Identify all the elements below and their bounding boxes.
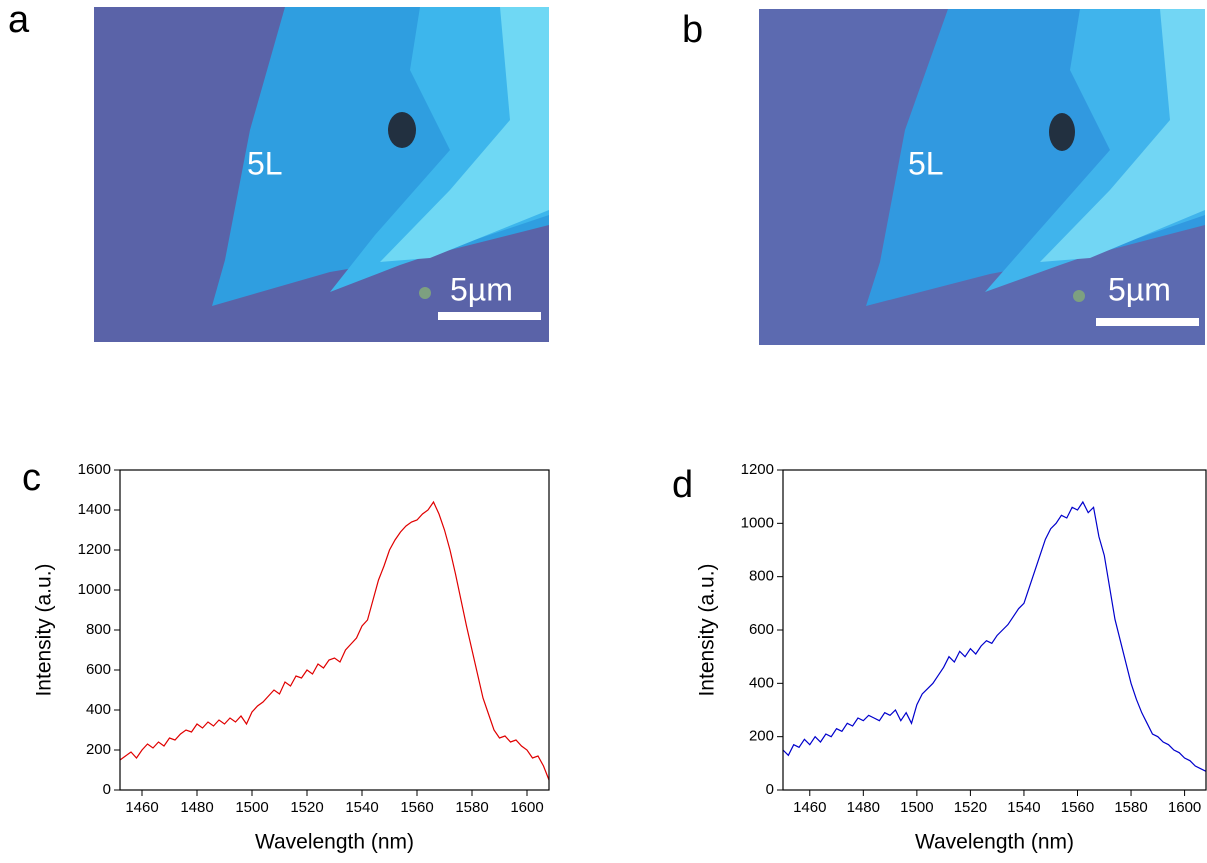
x-tick-label: 1500 xyxy=(235,799,268,816)
y-tick-label: 600 xyxy=(86,661,111,678)
x-axis-label: Wavelength (nm) xyxy=(255,831,414,854)
y-tick-label: 200 xyxy=(86,741,111,758)
y-tick-label: 0 xyxy=(766,781,774,798)
particle xyxy=(1049,113,1075,151)
panel-label: b xyxy=(682,9,703,51)
flake-thicker xyxy=(380,7,549,262)
x-axis-label: Wavelength (nm) xyxy=(915,831,1074,854)
spectrum-line xyxy=(782,500,1207,772)
x-tick-label: 1520 xyxy=(954,799,987,816)
y-tick-label: 400 xyxy=(749,674,774,691)
y-tick-label: 1200 xyxy=(78,541,111,558)
y-tick-label: 1200 xyxy=(741,461,774,478)
x-tick-label: 1540 xyxy=(345,799,378,816)
y-tick-label: 1400 xyxy=(78,501,111,518)
panel-label: a xyxy=(8,0,30,41)
x-tick-label: 1600 xyxy=(510,799,543,816)
y-tick-label: 400 xyxy=(86,701,111,718)
x-tick-label: 1600 xyxy=(1168,799,1201,816)
scale-bar-label: 5µm xyxy=(1108,271,1171,307)
spectrum-line xyxy=(119,500,550,781)
panel-label: d xyxy=(672,464,693,506)
y-tick-label: 800 xyxy=(86,621,111,638)
x-tick-label: 1560 xyxy=(400,799,433,816)
x-tick-label: 1500 xyxy=(900,799,933,816)
scale-bar-label: 5µm xyxy=(450,271,513,307)
x-tick-label: 1580 xyxy=(455,799,488,816)
flake-thicker xyxy=(1040,9,1205,262)
y-axis-label: Intensity (a.u.) xyxy=(33,563,56,696)
x-tick-label: 1480 xyxy=(180,799,213,816)
scale-bar xyxy=(1096,318,1199,326)
particle xyxy=(388,112,416,148)
micrograph-b: 5L 5µm b xyxy=(682,9,1205,345)
plot-frame xyxy=(119,469,550,791)
x-tick-label: 1580 xyxy=(1114,799,1147,816)
micrograph-a: 5L 5µm a xyxy=(8,0,549,342)
x-tick-label: 1460 xyxy=(793,799,826,816)
scale-bar xyxy=(438,312,541,320)
x-tick-label: 1460 xyxy=(125,799,158,816)
y-tick-label: 1000 xyxy=(78,581,111,598)
x-tick-label: 1480 xyxy=(847,799,880,816)
y-axis-label: Intensity (a.u.) xyxy=(696,563,719,696)
plot-frame xyxy=(782,469,1207,791)
y-tick-label: 800 xyxy=(749,568,774,585)
y-tick-label: 1000 xyxy=(741,514,774,531)
x-tick-label: 1540 xyxy=(1007,799,1040,816)
flake-label: 5L xyxy=(247,145,283,181)
particle xyxy=(1073,290,1085,302)
flake-label: 5L xyxy=(908,145,944,181)
y-tick-label: 200 xyxy=(749,728,774,745)
x-tick-label: 1520 xyxy=(290,799,323,816)
y-tick-label: 600 xyxy=(749,621,774,638)
panel-label: c xyxy=(22,457,41,499)
x-tick-label: 1560 xyxy=(1061,799,1094,816)
y-tick-label: 0 xyxy=(103,781,111,798)
y-tick-label: 1600 xyxy=(78,461,111,478)
particle xyxy=(419,287,431,299)
